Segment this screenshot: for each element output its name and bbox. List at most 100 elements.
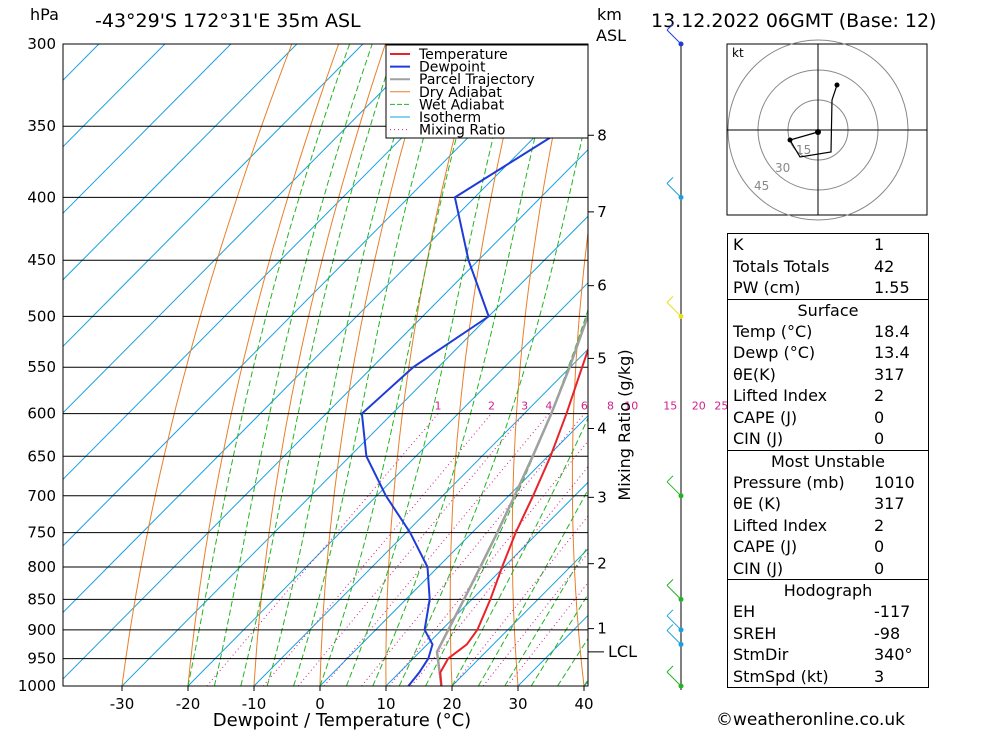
wet-adiabat-line [240,44,397,686]
hodograph-title: Hodograph [728,579,928,601]
wet-adiabat-line [213,44,373,686]
legend-label: Temperature [418,47,508,63]
table-row: StmDir 340° [733,645,913,664]
isotherm-line [385,481,588,686]
pressure-tick-label: 500 [27,307,56,325]
wind-barb [666,481,682,497]
dry-adiabat-line [121,44,293,686]
isotherm-line [63,44,232,214]
table-row: θE(K) 317 [733,364,905,384]
mixing-ratio-label: 1 [435,400,442,413]
table-row: Dewp (°C) 13.4 [733,343,910,362]
surface-title: Surface [728,298,928,321]
wet-adiabat-line [530,593,588,686]
wind-barb-flag [666,578,674,586]
hodograph-point [787,137,793,143]
pressure-tick-label: 950 [27,650,56,668]
hodograph-ring-label: 30 [775,161,790,175]
wet-adiabat-line [451,417,588,686]
wind-barb [666,615,682,631]
isotherm-line [319,415,588,686]
table-row: Lifted Index 2 [733,386,885,405]
mixing-ratio-label: 25 [714,400,728,413]
isotherm-line [63,44,298,281]
lcl-label: LCL [608,642,637,661]
table-row: PW (cm) 1.55 [733,278,910,297]
temperature-tick-label: 30 [508,695,527,713]
mixing-ratio-label: 20 [692,400,706,413]
mixing-ratio-lines [206,413,588,686]
hodograph-trace [789,84,838,158]
dry-adiabat-line [187,44,340,686]
wet-adiabat-line [319,44,483,686]
table-row: CIN (J) 0 [733,558,885,578]
isotherm-line [63,44,430,414]
km-tick-label: 1 [597,620,607,638]
km-tick-label: 4 [597,420,607,438]
hodograph-unit: kt [732,46,744,60]
hodograph-ring-label: 15 [796,143,811,157]
dewpoint-line [360,44,582,686]
temperature-tick-label: 0 [315,695,325,713]
mixing-ratio-labels: 1 2 3 4 6 8 10 15 20 25 [435,400,729,413]
wet-adiabat-line [504,545,588,686]
mixing-ratio-label: 8 [607,400,614,413]
wind-barb-flag [666,609,674,617]
wet-adiabat-line [477,488,588,686]
isotherm-line [451,548,588,686]
wind-barb-flag [666,475,674,483]
legend-label: Mixing Ratio [419,123,505,139]
dry-adiabat-line [631,44,667,686]
wind-barb-flag [666,624,674,631]
dry-adiabat-line [449,44,527,686]
temperature-tick-label: -10 [242,695,267,713]
temperature-line [439,346,588,686]
km-tick-label: 8 [597,126,607,144]
temperature-tick-label: -20 [176,695,201,713]
isotherm-line [63,44,364,347]
pressure-tick-labels: 300 350 400 450 500 550 600 650 700 750 800 850 900 9… [18,35,56,695]
wind-barb [666,302,682,317]
legend-label: Parcel Trajectory [419,72,535,88]
datetime-title: 13.12.2022 06GMT (Base: 12) [651,10,937,32]
table-row: SREH -98 [733,623,901,643]
dry-adiabat-line [511,44,573,686]
wind-barb [666,29,682,45]
profile-lines [360,44,588,686]
pressure-tick-label: 1000 [18,677,56,695]
credit-link[interactable]: ©weatheronline.co.uk [716,710,906,730]
km-axis: 1 2 3 4 5 6 7 8 [588,126,607,653]
pressure-tick-label: 350 [27,117,56,135]
pressure-tick-label: 450 [27,251,56,269]
most-unstable-title: Most Unstable [728,449,928,472]
mixing-ratio-line [389,440,588,686]
temperature-tick-label: 20 [442,695,461,713]
isotherm-line [63,44,166,148]
wind-barb-flag [666,665,674,673]
table-row: StmSpd (kt) 3 [733,666,885,686]
table-row: Lifted Index 2 [733,515,885,535]
location-title: -43°29'S 172°31'E 35m ASL [95,10,361,32]
legend-label: Dewpoint [419,60,486,76]
wind-barb-flag [666,177,674,184]
temperature-tick-label: 40 [574,695,593,713]
wind-barb [666,630,682,645]
table-row: Temp (°C) 18.4 [733,321,910,341]
km-tick-label: 6 [597,277,607,295]
mixing-ratio-line [323,413,550,686]
isotherm-line [121,215,588,686]
mixing-ratio-label: 2 [488,400,495,413]
isotherm-lines [63,44,588,686]
km-tick-label: 3 [597,488,607,506]
dry-adiabat-line [687,44,716,686]
mixing-ratio-line [263,413,492,686]
hpa-label: hPa [30,5,59,24]
isotherm-line [63,44,496,481]
pressure-tick-label: 400 [27,188,56,206]
table-row: Pressure (mb) 1010 [733,472,915,492]
wind-profile [666,23,684,690]
table-row: CAPE (J) 0 [733,537,885,556]
